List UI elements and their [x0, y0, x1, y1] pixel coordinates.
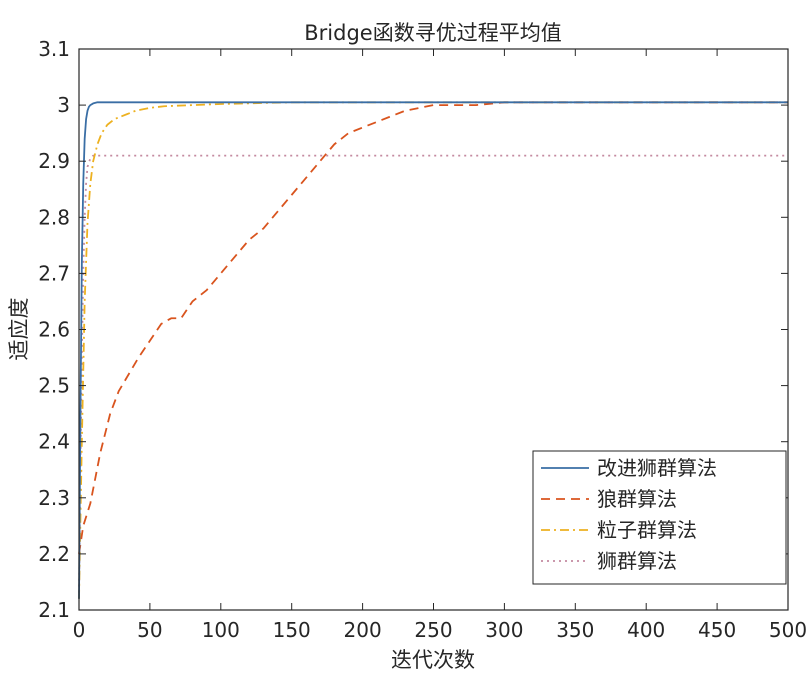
x-tick-label: 500 — [769, 618, 807, 642]
legend-box — [532, 450, 787, 585]
y-tick-label: 2.4 — [38, 430, 70, 454]
y-tick-label: 2.8 — [38, 205, 70, 229]
series-layer — [78, 101, 788, 599]
x-tick-label: 50 — [137, 618, 162, 642]
legend-label-2: 狼群算法 — [597, 487, 677, 511]
x-tick-label: 0 — [73, 618, 86, 642]
ticks-layer: 0 50 100 150 200 250 300 350 400 450 500 2.1 2.2 2.3 2… — [38, 37, 807, 642]
y-tick-label: 2.9 — [38, 149, 70, 173]
x-axis-label: 迭代次数 — [391, 648, 475, 672]
y-tick-label: 2.5 — [38, 374, 70, 398]
legend-label-4: 狮群算法 — [597, 549, 677, 573]
x-tick-label: 150 — [273, 618, 311, 642]
x-tick-label: 250 — [414, 618, 452, 642]
y-tick-label: 2.6 — [38, 318, 70, 342]
y-tick-label: 2.7 — [38, 261, 70, 285]
y-tick-label: 2.3 — [38, 486, 70, 510]
x-tick-label: 400 — [627, 618, 665, 642]
series-line-2 — [78, 101, 788, 555]
series-line-3 — [78, 101, 788, 599]
legend-label-3: 粒子群算法 — [597, 518, 697, 542]
legend-label-1: 改进狮群算法 — [597, 456, 717, 480]
y-tick-label: 2.2 — [38, 542, 70, 566]
x-tick-label: 200 — [344, 618, 382, 642]
x-tick-label: 450 — [698, 618, 736, 642]
y-tick-label: 3.1 — [38, 37, 70, 61]
series-line-1 — [78, 101, 788, 599]
x-tick-label: 300 — [485, 618, 523, 642]
y-tick-label: 3 — [57, 93, 70, 117]
chart-title: Bridge函数寻优过程平均值 — [304, 21, 561, 45]
x-tick-label: 100 — [202, 618, 240, 642]
y-axis-label: 适应度 — [7, 298, 31, 361]
x-tick-label: 350 — [556, 618, 594, 642]
y-tick-label: 2.1 — [38, 598, 70, 622]
